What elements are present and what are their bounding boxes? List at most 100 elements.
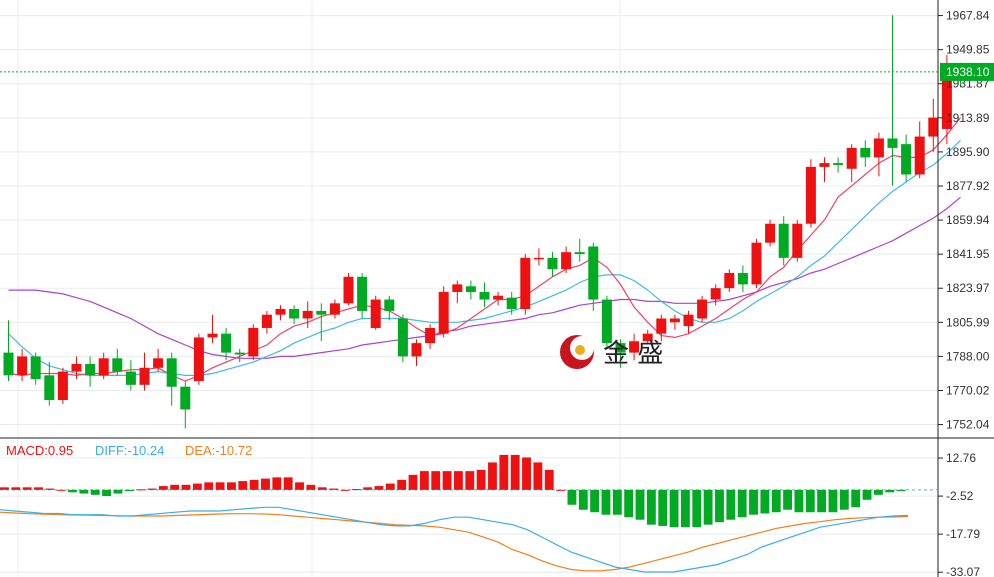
macd-tick-label: 12.76: [946, 451, 976, 465]
price-tick-label: 1913.89: [946, 111, 990, 125]
macd-bar: [805, 489, 815, 513]
price-axis: 1967.841949.851931.871913.891895.901877.…: [937, 0, 990, 577]
candle-body: [873, 138, 884, 158]
candle-body: [941, 68, 952, 129]
candle: [289, 305, 300, 325]
macd-bar: [56, 489, 66, 491]
macd-bar: [272, 477, 282, 490]
macd-tick-label: -17.79: [946, 527, 980, 541]
macd-bar: [783, 489, 792, 510]
candle: [316, 303, 327, 342]
candle: [873, 132, 884, 177]
macd-tick-label: -33.07: [946, 565, 980, 577]
candle-body: [547, 257, 558, 270]
price-tick-label: 1859.94: [946, 213, 990, 227]
macd-bar: [22, 487, 32, 490]
macd-bar: [374, 486, 384, 490]
candle-body: [452, 284, 463, 292]
candle: [17, 348, 28, 382]
candle-body: [85, 363, 96, 376]
candle-body: [778, 223, 789, 258]
candle: [71, 356, 82, 380]
candle: [384, 295, 395, 321]
macd-bar: [715, 489, 724, 523]
macd-bar: [737, 489, 747, 518]
candle: [520, 254, 531, 315]
candle: [302, 301, 313, 328]
candle: [370, 295, 381, 330]
candle: [57, 367, 68, 404]
macd-bar: [454, 471, 463, 490]
macd-bar: [533, 462, 543, 490]
candle: [30, 352, 41, 385]
price-tick-label: 1805.99: [946, 315, 990, 329]
candle-body: [153, 358, 164, 368]
candle-body: [302, 310, 313, 319]
candle: [914, 121, 925, 179]
candle-body: [425, 327, 436, 344]
candle-body: [370, 299, 381, 328]
candle-body: [765, 223, 776, 243]
candle-body: [248, 327, 259, 357]
candle: [710, 284, 721, 306]
candle-body: [397, 318, 408, 357]
macd-bar: [124, 489, 134, 492]
watermark-text: 金 盛: [603, 339, 663, 369]
macd-bar: [283, 477, 293, 490]
candle: [683, 310, 694, 334]
candle: [846, 144, 857, 183]
candle-body: [30, 356, 41, 380]
candle-body: [139, 367, 150, 385]
dea-line: [0, 511, 909, 572]
macd-bar: [828, 489, 838, 513]
candle-body: [57, 371, 68, 400]
macd-bar: [192, 483, 202, 490]
candle-body: [316, 310, 327, 315]
macd-bar: [102, 489, 111, 497]
price-tick-label: 1877.92: [946, 179, 990, 193]
candle: [153, 348, 164, 372]
candle: [397, 314, 408, 363]
macd-bar: [249, 479, 259, 490]
macd-axis: 12.76 -2.52 -17.79 -33.07: [938, 451, 980, 577]
candle-body: [221, 333, 232, 353]
candle: [724, 269, 735, 292]
candle-body: [914, 136, 925, 175]
macd-bar: [488, 462, 497, 490]
macd-bar: [351, 489, 361, 491]
price-tick-label: 1770.02: [946, 383, 990, 397]
candle: [44, 362, 55, 406]
macd-legend-dea: DEA:-10.72: [185, 443, 252, 458]
candle-body: [724, 273, 735, 289]
macd-bar: [227, 482, 236, 490]
macd-bar: [658, 489, 668, 526]
macd-bar: [760, 489, 770, 514]
candle: [329, 299, 340, 319]
candle-body: [125, 371, 136, 385]
macd-bar: [681, 489, 690, 528]
price-tick-label: 1752.04: [946, 418, 990, 432]
macd-bar: [749, 489, 758, 515]
macd-bar: [170, 484, 180, 490]
candle: [737, 265, 748, 292]
candle-body: [98, 358, 109, 376]
candle-body: [669, 318, 680, 323]
macd-bar: [635, 489, 645, 520]
candle: [629, 333, 640, 361]
diff-line: [0, 506, 909, 573]
macd-bar: [113, 489, 123, 494]
candle-body: [465, 286, 476, 292]
macd-bar: [329, 488, 338, 490]
candle: [234, 348, 245, 363]
price-tick-label: 1949.85: [946, 43, 990, 57]
candle-body: [180, 386, 191, 410]
candle: [493, 291, 504, 306]
macd-bar: [624, 489, 634, 518]
candle-body: [683, 314, 694, 327]
candle-body: [207, 333, 218, 338]
macd-histogram: [0, 454, 938, 528]
candle: [465, 280, 476, 300]
candle-body: [438, 291, 449, 334]
current-price-label: 1938.10: [946, 65, 990, 79]
macd-bar: [839, 489, 849, 510]
